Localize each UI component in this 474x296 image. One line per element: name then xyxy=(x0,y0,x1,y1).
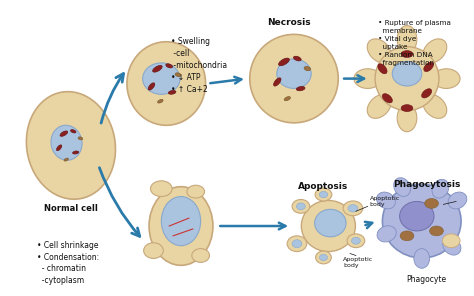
Ellipse shape xyxy=(148,83,155,90)
Ellipse shape xyxy=(60,131,68,136)
Ellipse shape xyxy=(71,130,76,133)
Text: • Rupture of plasma
  membrane
• Vital dye
  uptake
• Random DNA
  fragmentation: • Rupture of plasma membrane • Vital dye… xyxy=(377,20,450,66)
Ellipse shape xyxy=(397,25,417,53)
Ellipse shape xyxy=(343,201,363,216)
Ellipse shape xyxy=(56,145,62,151)
Ellipse shape xyxy=(348,205,358,212)
Ellipse shape xyxy=(429,226,443,236)
Ellipse shape xyxy=(292,200,310,213)
Ellipse shape xyxy=(287,236,307,252)
Ellipse shape xyxy=(422,89,432,98)
Ellipse shape xyxy=(166,64,173,68)
Ellipse shape xyxy=(383,94,392,103)
Ellipse shape xyxy=(192,249,210,262)
Ellipse shape xyxy=(315,188,332,201)
Text: • Cell shrinkage
• Condensation:
  - chromatin
  -cytoplasm: • Cell shrinkage • Condensation: - chrom… xyxy=(36,241,99,285)
Ellipse shape xyxy=(367,94,391,118)
Ellipse shape xyxy=(161,197,201,246)
Ellipse shape xyxy=(187,185,205,198)
Ellipse shape xyxy=(392,61,422,86)
Ellipse shape xyxy=(414,249,429,268)
Ellipse shape xyxy=(400,231,414,241)
Ellipse shape xyxy=(354,69,382,89)
Ellipse shape xyxy=(151,181,172,197)
Ellipse shape xyxy=(73,151,79,154)
Ellipse shape xyxy=(78,137,82,140)
Ellipse shape xyxy=(401,51,413,57)
Text: • Swelling
 -cell
 -mitochondria
• ↓ ATP
• ↑ Ca+2: • Swelling -cell -mitochondria • ↓ ATP •… xyxy=(171,37,228,94)
Ellipse shape xyxy=(423,94,447,118)
Ellipse shape xyxy=(292,240,302,248)
Ellipse shape xyxy=(250,34,338,123)
Ellipse shape xyxy=(432,179,449,198)
Ellipse shape xyxy=(279,58,289,66)
Ellipse shape xyxy=(149,187,213,265)
Ellipse shape xyxy=(442,234,460,248)
Ellipse shape xyxy=(277,59,311,89)
Ellipse shape xyxy=(425,199,438,208)
Ellipse shape xyxy=(319,192,328,198)
Ellipse shape xyxy=(143,63,180,94)
Ellipse shape xyxy=(296,86,305,91)
Ellipse shape xyxy=(367,39,391,63)
Ellipse shape xyxy=(168,91,176,94)
Ellipse shape xyxy=(401,105,413,112)
Ellipse shape xyxy=(284,96,291,101)
Ellipse shape xyxy=(423,39,447,63)
Ellipse shape xyxy=(378,64,387,74)
Ellipse shape xyxy=(377,192,395,209)
Text: Phagocyte: Phagocyte xyxy=(407,275,447,284)
Text: Necrosis: Necrosis xyxy=(267,18,311,27)
Ellipse shape xyxy=(397,104,417,132)
Ellipse shape xyxy=(319,254,328,261)
Ellipse shape xyxy=(375,47,439,110)
Ellipse shape xyxy=(383,184,461,258)
Ellipse shape xyxy=(127,42,206,125)
Ellipse shape xyxy=(304,67,310,71)
Ellipse shape xyxy=(424,62,434,72)
Ellipse shape xyxy=(293,56,301,61)
Ellipse shape xyxy=(144,243,164,258)
Ellipse shape xyxy=(27,92,116,199)
Text: Normal cell: Normal cell xyxy=(44,205,98,213)
Ellipse shape xyxy=(347,234,365,248)
Ellipse shape xyxy=(64,158,68,161)
Ellipse shape xyxy=(51,125,82,160)
Ellipse shape xyxy=(175,73,181,77)
Ellipse shape xyxy=(158,99,163,103)
Ellipse shape xyxy=(352,237,360,244)
Ellipse shape xyxy=(315,209,346,237)
Ellipse shape xyxy=(377,226,396,242)
Ellipse shape xyxy=(448,192,467,209)
Text: Apoptosis: Apoptosis xyxy=(298,182,348,191)
Text: Apoptotic
body: Apoptotic body xyxy=(370,196,400,207)
Ellipse shape xyxy=(443,238,461,255)
Ellipse shape xyxy=(433,69,460,89)
Ellipse shape xyxy=(273,78,281,86)
Text: Phagocytosis: Phagocytosis xyxy=(393,180,460,189)
Ellipse shape xyxy=(153,65,162,72)
Ellipse shape xyxy=(301,200,356,252)
Text: Apoptotic
body: Apoptotic body xyxy=(343,257,374,268)
Ellipse shape xyxy=(296,203,305,210)
Ellipse shape xyxy=(400,202,434,231)
Ellipse shape xyxy=(394,178,410,197)
Ellipse shape xyxy=(316,251,331,264)
